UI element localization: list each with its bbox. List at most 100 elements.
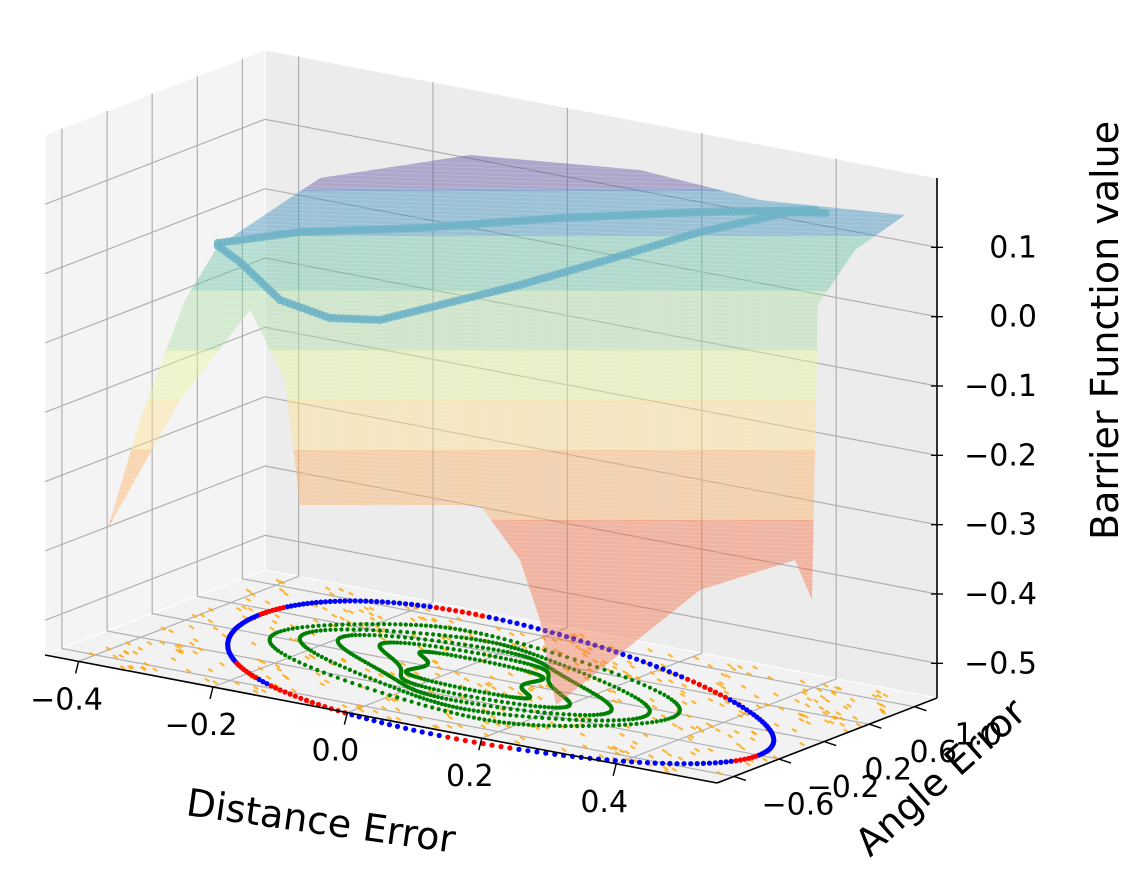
sample-point	[599, 662, 606, 668]
trajectory-point	[370, 622, 375, 627]
sample-point	[579, 732, 586, 738]
trajectory-point	[414, 622, 419, 628]
trajectory-point	[368, 676, 373, 681]
sample-point	[624, 750, 630, 755]
trajectory-point	[427, 643, 432, 648]
trajectory-point	[535, 646, 540, 651]
trajectory-point	[387, 622, 392, 627]
boundary-point	[318, 599, 324, 605]
trajectory-point	[437, 632, 442, 638]
boundary-point	[428, 731, 434, 737]
boundary-point	[627, 654, 633, 660]
trajectory-point	[487, 660, 492, 665]
boundary-point	[723, 759, 729, 765]
z-axis-label: Barrier Function value	[1083, 121, 1127, 540]
x-tick-label: 0.4	[580, 785, 628, 820]
trajectory-point	[563, 723, 568, 729]
z-gridline	[44, 326, 938, 456]
trajectory-point	[438, 624, 443, 630]
sample-point	[274, 663, 281, 669]
trajectory-point	[622, 717, 627, 723]
trajectory-point	[630, 717, 636, 722]
boundary-point	[486, 614, 492, 620]
x-gridline	[481, 133, 703, 739]
trajectory-point	[490, 640, 495, 645]
sample-point	[323, 679, 330, 684]
boundary-point	[363, 598, 369, 604]
trajectory-point	[636, 680, 641, 685]
sample-point	[745, 761, 751, 767]
trajectory-point	[560, 717, 565, 722]
trajectory-point	[526, 722, 531, 727]
trajectory-point	[499, 699, 504, 704]
boundary-point	[731, 699, 738, 706]
sample-point	[694, 747, 700, 753]
y-gridline	[106, 111, 780, 760]
trajectory-point	[487, 691, 492, 696]
boundary-point	[525, 748, 531, 754]
trajectory-point	[439, 695, 444, 701]
trajectory-point	[478, 638, 483, 643]
trajectory-point	[411, 630, 416, 635]
trajectory-point	[349, 633, 354, 638]
boundary-point	[277, 687, 283, 693]
x-tick-label: −0.4	[30, 682, 103, 717]
trajectory-point	[482, 659, 487, 664]
trajectory-point	[562, 663, 567, 668]
sample-point	[715, 681, 722, 687]
trajectory-point	[553, 705, 559, 710]
trajectory-point	[587, 673, 592, 679]
sample-point	[707, 663, 714, 669]
trajectory-point	[488, 704, 493, 709]
sample-point	[507, 671, 514, 677]
boundary-point	[371, 718, 377, 724]
trajectory-point	[328, 627, 333, 632]
trajectory-point	[328, 673, 333, 678]
boundary-point	[691, 679, 697, 685]
sample-point	[618, 748, 625, 754]
sample-point	[505, 724, 511, 729]
sample-point	[278, 587, 285, 593]
sample-point	[89, 651, 95, 657]
sample-point	[250, 641, 257, 647]
trajectory-point	[538, 704, 543, 709]
sample-point	[340, 658, 347, 664]
sample-point	[527, 687, 534, 693]
trajectory-point	[367, 633, 372, 638]
z-gridline	[44, 257, 938, 387]
sample-point	[772, 754, 779, 760]
trajectory-point	[346, 622, 351, 627]
sample-point	[629, 664, 636, 669]
y-tick-label: 1.0	[955, 718, 1003, 753]
boundary-point	[514, 620, 520, 627]
trajectory-point	[409, 636, 414, 641]
sample-point	[417, 615, 424, 621]
trajectory-point	[457, 648, 462, 653]
trajectory-point	[491, 692, 496, 697]
sample-point	[369, 616, 376, 622]
sample-point	[551, 638, 558, 643]
boundary-point	[733, 758, 739, 764]
sample-point	[553, 648, 559, 653]
sample-point	[612, 661, 619, 666]
sample-point	[685, 713, 692, 719]
boundary-point	[666, 669, 672, 675]
z-tick-label: −0.3	[964, 508, 1037, 543]
trajectory-point	[405, 630, 410, 635]
sample-point	[257, 666, 264, 671]
boundary-point	[637, 759, 643, 765]
sample-point	[632, 740, 638, 746]
boundary-point	[309, 600, 315, 606]
trajectory-point	[494, 641, 499, 646]
trajectory-point	[448, 634, 453, 639]
trajectory-point	[419, 676, 424, 681]
boundary-point	[727, 697, 733, 703]
trajectory-point	[509, 651, 514, 656]
sample-point	[253, 685, 259, 691]
boundary-point	[688, 761, 694, 767]
sample-point	[580, 648, 587, 654]
trajectory-point	[506, 721, 511, 726]
trajectory-point	[471, 715, 476, 720]
sample-point	[484, 682, 491, 688]
boundary-point	[300, 601, 306, 607]
